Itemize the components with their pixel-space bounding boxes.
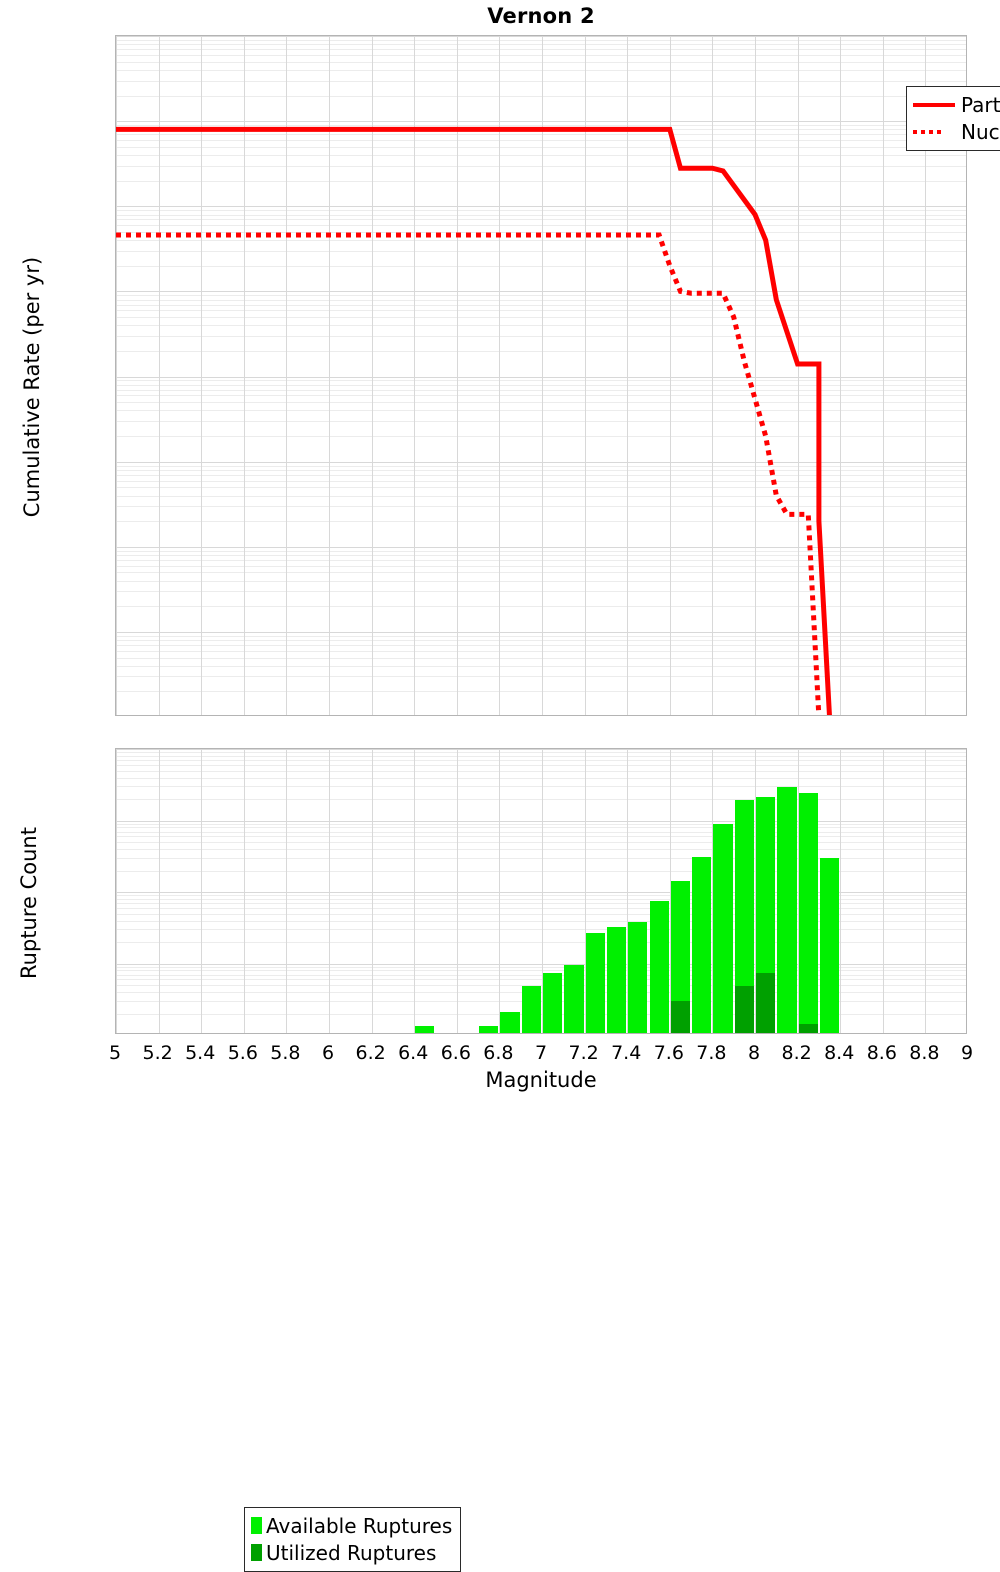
histogram-bar [543, 973, 562, 1033]
legend-label-available: Available Ruptures [266, 1514, 452, 1538]
gridline-vertical [244, 749, 245, 1033]
x-tick-label: 6.4 [398, 1042, 428, 1064]
x-tick-label: 9 [961, 1042, 973, 1064]
x-tick-label: 7 [535, 1042, 547, 1064]
histogram-bar-utilized [735, 986, 754, 1033]
x-tick-label: 5 [109, 1042, 121, 1064]
top-plot-area [116, 36, 966, 715]
histogram-bar-utilized [671, 1001, 690, 1033]
x-tick-label: 8 [748, 1042, 760, 1064]
gridline-vertical [840, 749, 841, 1033]
gridline-vertical [116, 749, 117, 1033]
histogram-bar [777, 787, 796, 1034]
histogram-bar [564, 965, 583, 1033]
histogram-bar [692, 857, 711, 1033]
legend-item-nucleation[interactable]: Nucleation [913, 118, 1000, 145]
gridline-vertical [372, 749, 373, 1033]
x-tick-label: 5.2 [142, 1042, 172, 1064]
available-color-swatch [251, 1517, 262, 1534]
page-title: Vernon 2 [115, 4, 967, 28]
cumulative-rate-plot: Participation Nucleation [115, 35, 967, 716]
histogram-bar [799, 793, 818, 1033]
rate-curves [116, 36, 966, 715]
histogram-bar [522, 986, 541, 1033]
top-legend: Participation Nucleation [906, 86, 1000, 151]
x-tick-label: 8.4 [824, 1042, 854, 1064]
utilized-color-swatch [251, 1544, 262, 1561]
legend-label-participation: Participation [961, 93, 1000, 117]
curve-participation [116, 129, 830, 715]
legend-item-utilized-ruptures[interactable]: Utilized Ruptures [251, 1539, 452, 1566]
histogram-bar [650, 901, 669, 1033]
gridline-vertical [414, 749, 415, 1033]
x-axis-title: Magnitude [115, 1068, 967, 1092]
curve-nucleation [116, 235, 819, 715]
histogram-bar [756, 797, 775, 1033]
x-tick-label: 6.2 [355, 1042, 385, 1064]
histogram-bar [415, 1026, 434, 1033]
gridline-vertical [499, 749, 500, 1033]
x-tick-label: 8.8 [909, 1042, 939, 1064]
rupture-count-plot: Available Ruptures Utilized Ruptures [115, 748, 967, 1034]
dotted-line-icon [913, 122, 955, 142]
x-tick-label: 7.8 [696, 1042, 726, 1064]
legend-label-nucleation: Nucleation [961, 120, 1000, 144]
histogram-bar [479, 1026, 498, 1033]
gridline-vertical [286, 749, 287, 1033]
x-tick-label: 5.6 [228, 1042, 258, 1064]
histogram-bar [628, 922, 647, 1033]
chart-root: Vernon 2 Participation Nucleation Cumula… [0, 0, 1000, 1100]
solid-line-icon [913, 95, 955, 115]
gridline-vertical [201, 749, 202, 1033]
gridline-vertical [925, 749, 926, 1033]
x-tick-label: 8.6 [867, 1042, 897, 1064]
x-tick-label: 6 [322, 1042, 334, 1064]
histogram-bar [713, 824, 732, 1034]
bottom-legend: Available Ruptures Utilized Ruptures [244, 1507, 461, 1572]
x-tick-label: 5.8 [270, 1042, 300, 1064]
histogram-bar-utilized [799, 1024, 818, 1033]
x-tick-label: 6.6 [441, 1042, 471, 1064]
x-tick-label: 7.4 [611, 1042, 641, 1064]
gridline-vertical [457, 749, 458, 1033]
bottom-y-axis-title: Rupture Count [17, 738, 41, 1068]
histogram-bar-utilized [756, 973, 775, 1033]
histogram-bar [607, 927, 626, 1033]
bottom-plot-area [116, 749, 966, 1033]
x-tick-label: 5.4 [185, 1042, 215, 1064]
x-tick-label: 7.6 [654, 1042, 684, 1064]
legend-item-available-ruptures[interactable]: Available Ruptures [251, 1512, 452, 1539]
x-tick-label: 6.8 [483, 1042, 513, 1064]
gridline-vertical [329, 749, 330, 1033]
histogram-bar [735, 800, 754, 1033]
histogram-bar [671, 881, 690, 1033]
legend-item-participation[interactable]: Participation [913, 91, 1000, 118]
gridline-vertical [883, 749, 884, 1033]
histogram-bar [500, 1012, 519, 1034]
histogram-bar [820, 858, 839, 1033]
gridline-vertical [159, 749, 160, 1033]
x-tick-label: 7.2 [568, 1042, 598, 1064]
x-tick-label: 8.2 [781, 1042, 811, 1064]
histogram-bar [586, 933, 605, 1033]
legend-label-utilized: Utilized Ruptures [266, 1541, 436, 1565]
top-y-axis-title: Cumulative Rate (per yr) [20, 187, 44, 587]
